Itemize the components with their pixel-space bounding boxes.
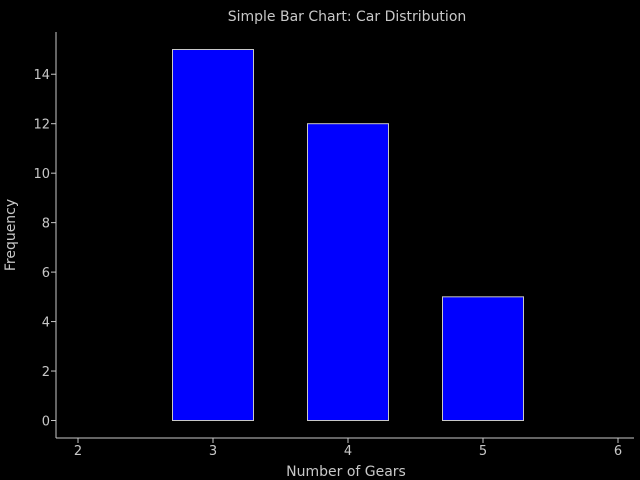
y-tick-label: 12 [33,118,50,133]
chart-title: Simple Bar Chart: Car Distribution [228,9,467,25]
bar-gear-3 [172,49,254,421]
bar-gear-5 [442,296,524,422]
bars [172,49,524,422]
y-tick-label: 6 [42,266,50,281]
y-axis: 0 2 4 6 8 10 12 14 [33,32,57,438]
y-tick-label: 0 [42,415,50,430]
y-tick-label: 8 [42,217,50,232]
x-axis: 2 3 4 5 6 [56,437,634,459]
x-tick-label: 4 [344,444,352,459]
y-tick-label: 2 [42,365,50,380]
x-tick-label: 2 [74,444,82,459]
bar-gear-4 [307,123,389,421]
x-axis-label: Number of Gears [286,464,406,480]
x-tick-label: 5 [479,444,487,459]
y-axis-label: Frequency [3,199,19,271]
y-tick-label: 14 [33,68,50,83]
y-tick-label: 10 [33,167,50,182]
x-tick-label: 3 [209,444,217,459]
x-tick-label: 6 [614,444,622,459]
y-tick-label: 4 [42,316,50,331]
